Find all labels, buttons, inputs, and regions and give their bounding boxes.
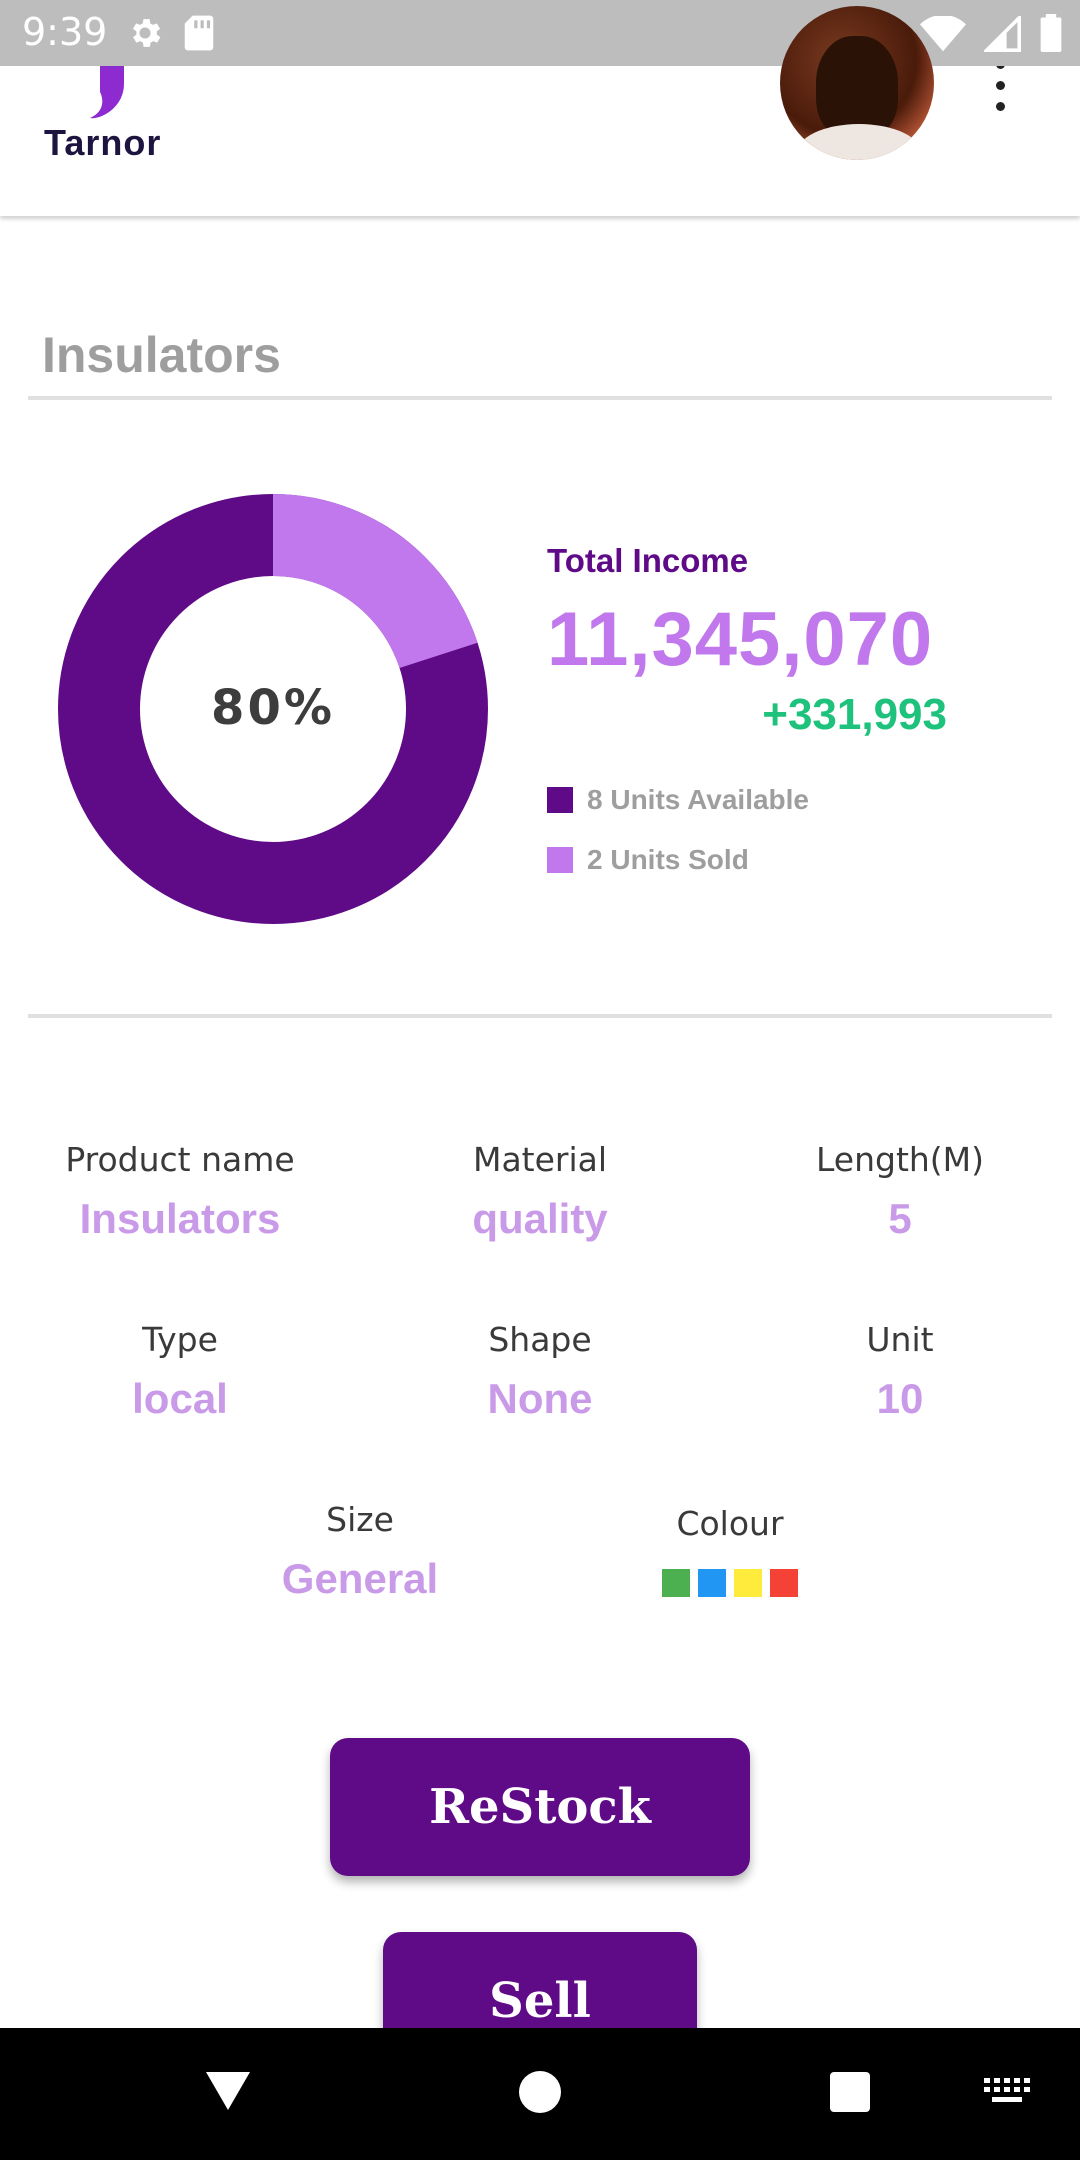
detail-value: local <box>132 1375 228 1422</box>
donut-sold-segment <box>58 494 488 924</box>
detail-colour: Colour <box>580 1504 880 1597</box>
detail-label: Shape <box>488 1320 592 1359</box>
detail-product-name: Product name Insulators <box>30 1140 330 1243</box>
detail-value: None <box>487 1375 593 1422</box>
gear-icon <box>132 19 161 47</box>
battery-icon <box>1040 14 1062 52</box>
divider <box>28 1014 1052 1018</box>
detail-label: Material <box>472 1140 608 1179</box>
colour-swatch <box>734 1569 762 1597</box>
back-icon[interactable] <box>204 2070 252 2112</box>
detail-unit: Unit 10 <box>750 1320 1050 1423</box>
detail-label: Product name <box>65 1140 295 1179</box>
status-time: 9:39 <box>22 10 108 54</box>
app-header: Tarnor <box>0 6 1080 216</box>
detail-value: 10 <box>876 1375 924 1422</box>
detail-shape: Shape None <box>390 1320 690 1423</box>
detail-size: Size General <box>210 1500 510 1603</box>
restock-button[interactable]: ReStock <box>330 1738 750 1876</box>
recents-icon[interactable] <box>828 2070 872 2114</box>
legend-label: 2 Units Sold <box>587 844 749 875</box>
detail-label: Type <box>142 1320 218 1359</box>
detail-material: Material quality <box>390 1140 690 1243</box>
overflow-menu-icon[interactable] <box>990 60 1010 116</box>
income-value: 11,345,070 <box>547 597 934 682</box>
detail-value: quality <box>472 1195 608 1242</box>
colour-swatch <box>698 1569 726 1597</box>
sd-card-icon <box>184 15 214 51</box>
status-right-icons <box>920 14 1062 52</box>
system-nav-bar <box>0 2028 1080 2160</box>
income-delta: +331,993 <box>762 690 947 739</box>
status-left-icons <box>126 14 216 52</box>
avatar[interactable] <box>780 6 934 160</box>
legend-swatch <box>547 787 573 813</box>
detail-label: Unit <box>866 1320 934 1359</box>
detail-label: Length(M) <box>815 1140 985 1179</box>
detail-value: Insulators <box>79 1195 281 1242</box>
colour-swatches <box>580 1569 880 1597</box>
legend-item-sold: 2 Units Sold <box>547 844 749 876</box>
avatar-shirt <box>796 124 922 160</box>
detail-type: Type local <box>30 1320 330 1423</box>
donut-center-label: 80% <box>211 680 335 736</box>
home-icon[interactable] <box>518 2070 562 2114</box>
detail-value: 5 <box>888 1195 912 1242</box>
colour-swatch <box>770 1569 798 1597</box>
avatar-face <box>816 36 898 140</box>
logo-text: Tarnor <box>44 122 162 163</box>
keyboard-icon[interactable] <box>984 2078 1030 2108</box>
legend-swatch <box>547 847 573 873</box>
page-title: Insulators <box>42 327 281 383</box>
stock-donut-chart: 80% <box>58 494 488 924</box>
legend-label: 8 Units Available <box>587 784 810 815</box>
detail-value: General <box>281 1555 439 1602</box>
detail-label: Colour <box>676 1504 784 1543</box>
detail-length: Length(M) 5 <box>750 1140 1050 1243</box>
colour-swatch <box>662 1569 690 1597</box>
signal-icon <box>984 16 1021 52</box>
income-label: Total Income <box>547 542 749 579</box>
legend-item-available: 8 Units Available <box>547 784 809 816</box>
wifi-icon <box>920 16 966 52</box>
divider <box>28 396 1052 400</box>
detail-label: Size <box>326 1500 394 1539</box>
